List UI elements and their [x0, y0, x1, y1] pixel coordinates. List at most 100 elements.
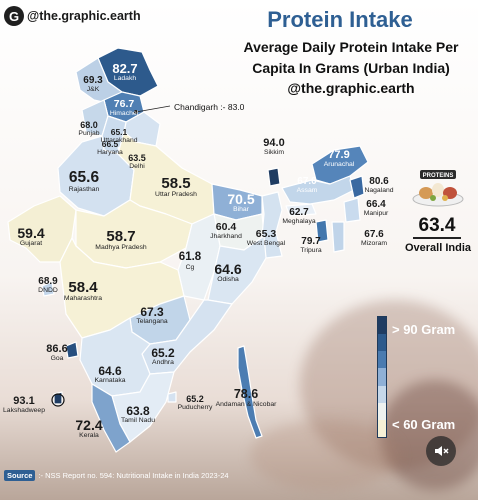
state-name: Puducherry [177, 404, 213, 411]
state-arunachal [311, 145, 369, 185]
state-name: Jharkhand [210, 232, 242, 240]
state-label: 67.3 Telangana [136, 306, 167, 326]
state-value: 80.6 [369, 176, 389, 187]
state-name: Tamil Nadu [121, 417, 155, 424]
state-name: Punjab [78, 130, 100, 137]
state-label: 63.8 Tamil Nadu [121, 405, 155, 425]
brand-logo-icon: G [4, 6, 24, 26]
state-label: 63.5 Delhi [128, 154, 146, 171]
state-meghalaya [285, 203, 317, 217]
state-label: 65.1 Uttarakhand [100, 128, 137, 144]
state-value: 70.5 [227, 191, 255, 207]
state-nagaland [349, 175, 365, 199]
state-name: Sikkim [263, 149, 285, 156]
state-label: 86.6 Goa [46, 344, 67, 363]
state-label: 93.1 Lakshadweep [3, 396, 45, 415]
state-label: 65.6 Rajasthan [69, 170, 100, 193]
state-sikkim [267, 167, 281, 187]
state-label: 58.5 Uttar Pradesh [155, 176, 197, 199]
state-value: 60.4 [215, 221, 237, 233]
state-label: 59.4 Gujarat [17, 226, 44, 248]
state-kerala [91, 383, 131, 453]
state-name: Andaman & Nicobar [215, 400, 277, 408]
chandigarh-marker [134, 110, 138, 114]
state-value: 86.6 [46, 343, 68, 355]
state-value: 65.6 [68, 169, 100, 186]
state-label: 61.8 Cg [179, 251, 201, 271]
state-value: 58.5 [161, 175, 191, 192]
state-value: 69.3 [83, 75, 103, 86]
state-value: 68.0 [80, 120, 98, 130]
background-photo-blur [380, 380, 478, 490]
overall-underline [413, 237, 461, 239]
state-name: Lakshadweep [3, 407, 45, 414]
state-label: 64.6 Karnataka [95, 365, 126, 385]
state-tripura [315, 219, 329, 243]
state-westbengal [261, 191, 283, 259]
state-name: Gujarat [19, 240, 43, 247]
state-manipur [343, 197, 361, 223]
state-value: 66.4 [366, 199, 386, 210]
state-puducherry [167, 391, 177, 403]
state-name: Odisha [217, 276, 239, 283]
state-label: 65.3 West Bengal [247, 229, 285, 247]
state-label: 60.4 Jharkhand [210, 222, 242, 240]
state-label: 65.2 Andhra [151, 347, 174, 367]
state-label: 66.4 Manipur [364, 200, 389, 218]
subtitle-line-1: Average Daily Protein Intake Per [243, 39, 459, 55]
overall-india-label: Overall India [404, 242, 472, 254]
state-value: 59.4 [17, 225, 45, 241]
state-name: DNDD [38, 287, 58, 294]
state-name: Arunachal [323, 161, 355, 168]
state-label: 67.6 Mizoram [361, 230, 387, 248]
state-value: 64.6 [98, 364, 122, 378]
mute-button[interactable] [426, 436, 456, 466]
state-label: 68.0 Punjab [78, 121, 99, 138]
state-label: 66.5 Haryana [97, 140, 123, 156]
chandigarh-callout: Chandigarh :- 83.0 [174, 102, 245, 112]
state-name: Haryana [97, 148, 123, 156]
state-value: 58.7 [106, 228, 136, 245]
state-value: 67.6 [364, 229, 384, 240]
legend-color-step [378, 402, 386, 420]
state-name: Goa [50, 355, 64, 362]
state-value: 64.6 [214, 261, 242, 277]
state-value: 79.7 [301, 236, 321, 247]
state-label: 68.9 DNDD [38, 277, 58, 295]
legend-color-step [378, 368, 386, 386]
state-label: 65.2 Puducherry [178, 395, 213, 412]
state-name: Uttarakhand [100, 136, 138, 144]
state-value: 62.7 [289, 207, 309, 218]
state-label: 82.7 Ladakh [112, 62, 137, 83]
state-name: Andhra [152, 359, 174, 366]
brand-handle: @the.graphic.earth [27, 9, 141, 23]
state-name: Mizoram [360, 240, 388, 247]
state-value: 72.4 [75, 417, 103, 433]
brand-header: G @the.graphic.earth [4, 6, 141, 26]
legend-high-label: > 90 Gram [392, 322, 456, 337]
state-name: Himachel [109, 109, 139, 117]
lakshadweep-marker [51, 393, 65, 407]
state-value: 65.1 [110, 127, 128, 137]
state-label: 94.0 Sikkim [263, 138, 284, 157]
state-value: 78.6 [233, 387, 259, 401]
state-name: Maharashtra [63, 295, 103, 302]
state-label: 69.3 J&K [83, 76, 102, 94]
state-name: J&K [86, 86, 100, 93]
legend-color-step [378, 419, 386, 437]
source-footer: Source :- NSS Report no. 594: Nutritiona… [4, 470, 229, 481]
state-value: 63.8 [126, 404, 150, 418]
state-name: Cg [185, 263, 195, 271]
state-karnataka [79, 317, 151, 397]
state-label: 78.6 Andaman & Nicobar [216, 388, 277, 408]
state-value: 94.0 [263, 137, 285, 149]
chandigarh-leader-line [135, 105, 171, 113]
state-label: 70.5 Bihar [227, 192, 254, 214]
legend-color-step [378, 334, 386, 352]
state-name: Karnataka [94, 377, 126, 384]
state-name: Madhya Pradesh [95, 244, 147, 251]
state-value: 68.9 [38, 276, 58, 287]
state-name: Ladakh [113, 75, 137, 82]
legend-color-step [378, 385, 386, 403]
state-name: Bihar [233, 206, 249, 213]
